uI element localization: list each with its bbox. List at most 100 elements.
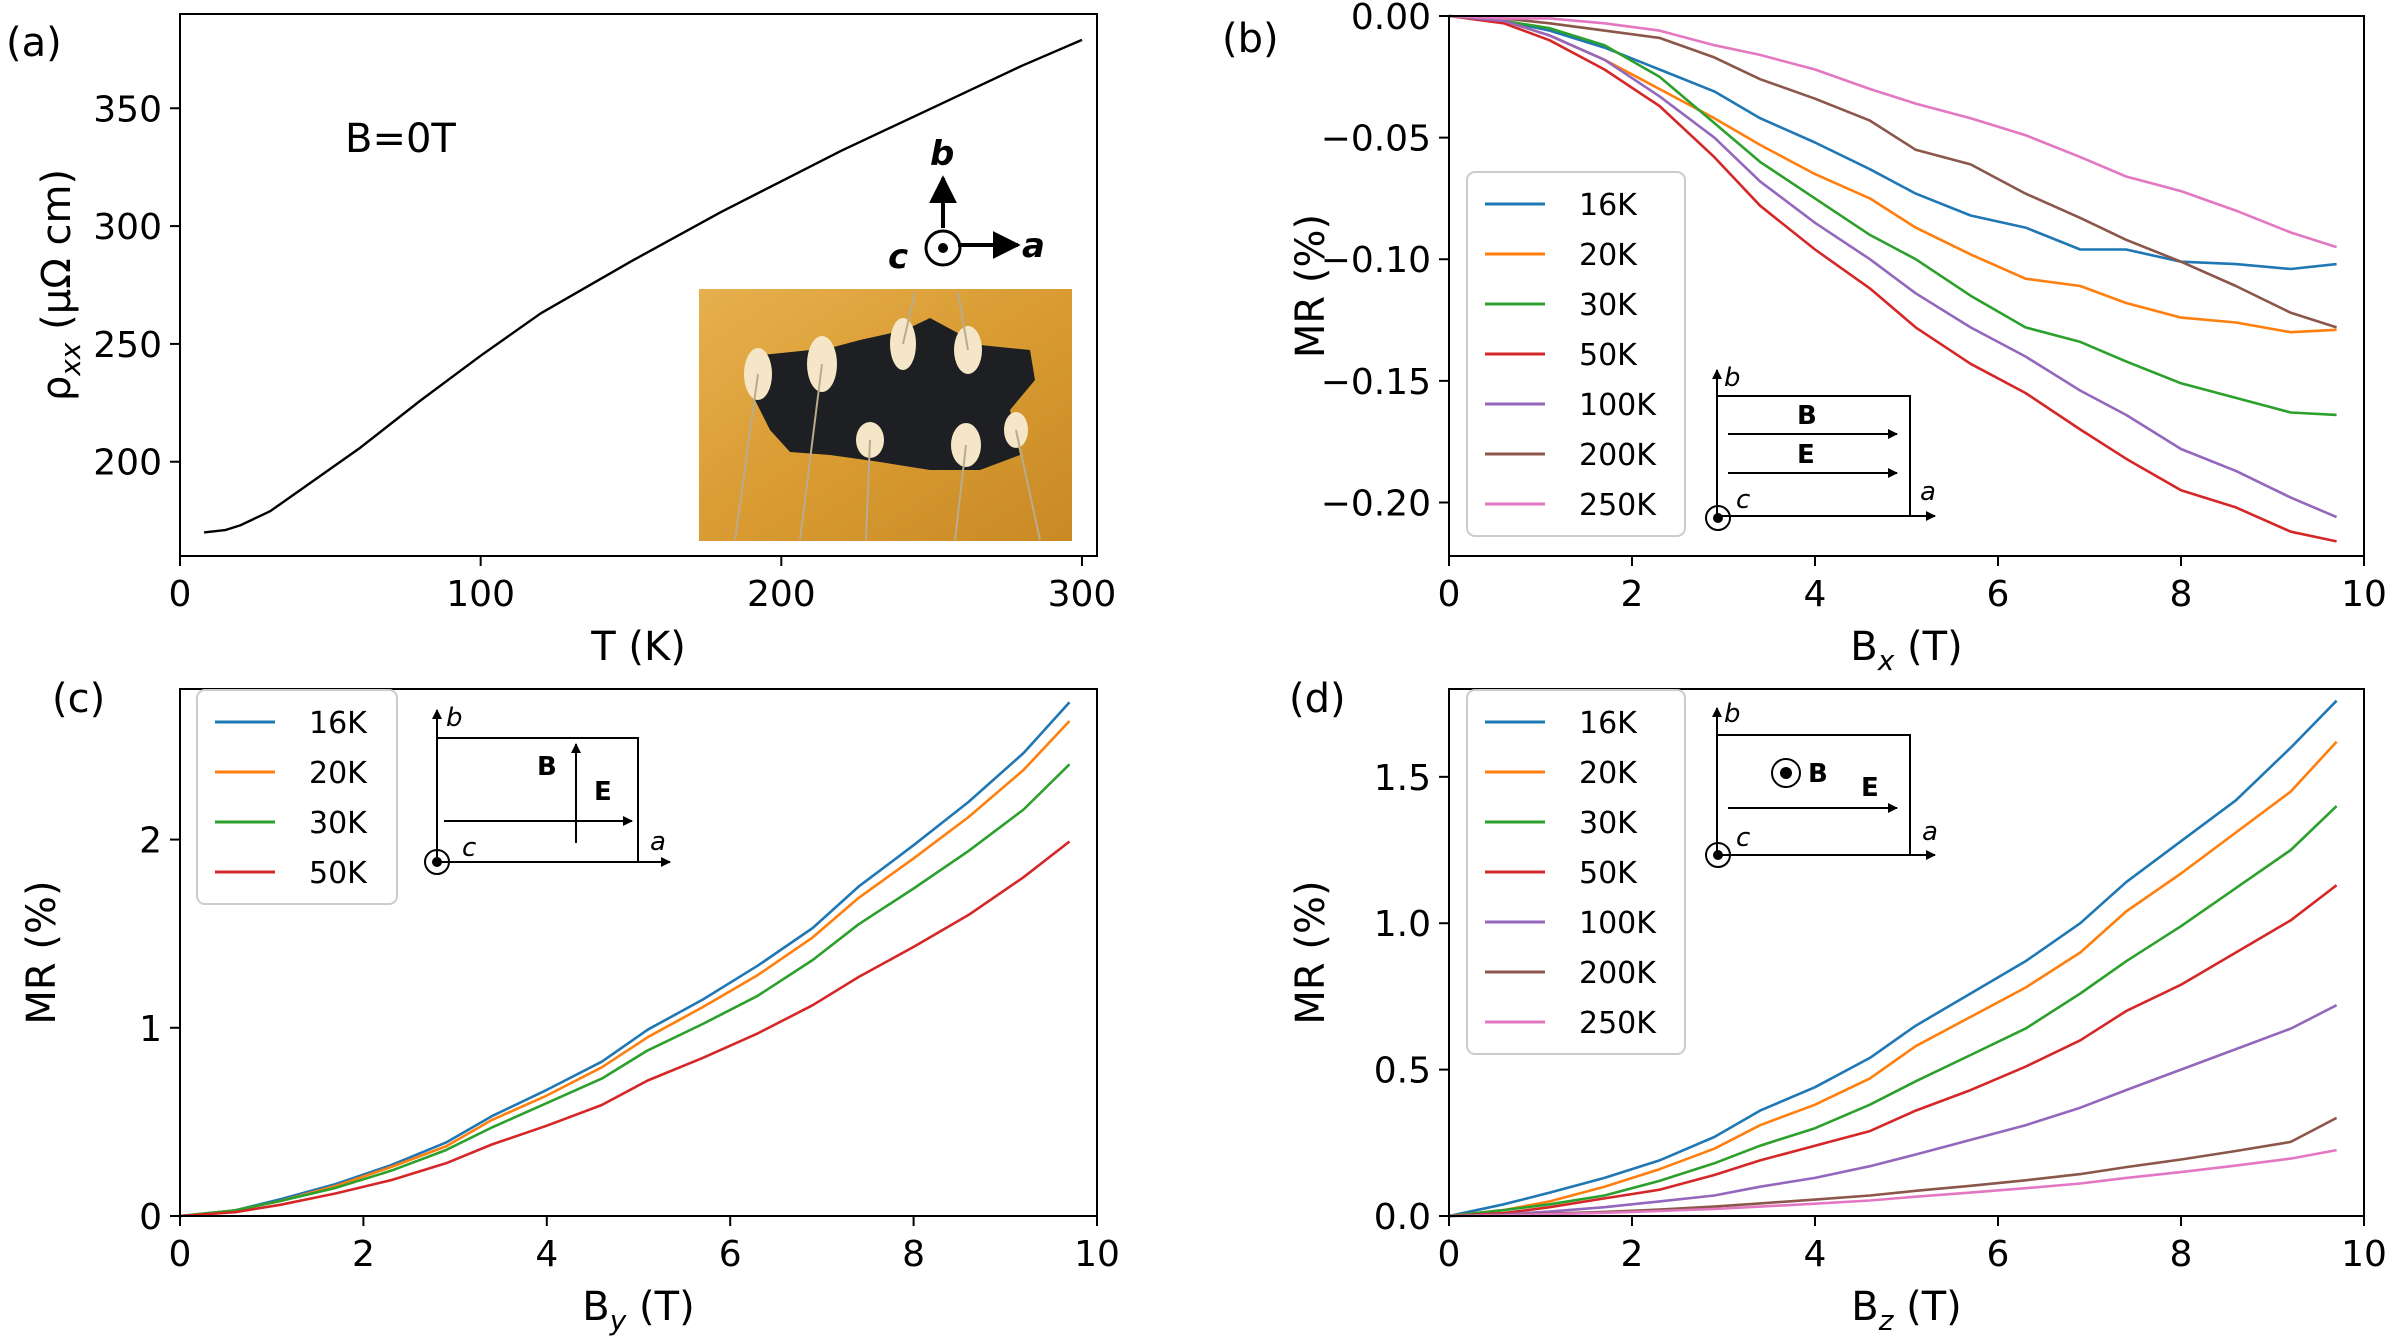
inset-d-c-label: c (1736, 823, 1750, 853)
inset-d-c-dot (1713, 850, 1723, 860)
x-tick-label: 4 (1804, 1234, 1827, 1275)
inset-d-field-dot (1780, 767, 1792, 779)
legend-box (1466, 689, 1686, 1055)
legend-entry: 50K (1579, 856, 1638, 891)
x-tick-label: 6 (1987, 1234, 2010, 1275)
panel-label: (d) (1289, 676, 1346, 722)
legend-entry: 16K (309, 706, 368, 741)
series-line-30K (179, 763, 1071, 1218)
legend-entry: 50K (1579, 338, 1638, 373)
axis-b-label: b (930, 134, 954, 174)
legend-entry: 30K (1579, 288, 1638, 323)
series-line-50K (1448, 884, 2338, 1218)
inset-d-field-circle (1771, 758, 1801, 788)
series-line-resistivity (203, 38, 1083, 534)
x-axis-label: T (K) (590, 624, 686, 670)
inset-c-b-label: b (446, 703, 463, 733)
inset-d-box (1717, 734, 1911, 855)
axis-c-dot (938, 243, 948, 253)
series-line-250K (1448, 1148, 2337, 1218)
series-line-16K (1448, 14, 2337, 271)
x-tick-label: 0 (169, 574, 192, 615)
legend-entry: 20K (1579, 756, 1638, 791)
axis-a-label: a (1022, 226, 1045, 266)
x-tick-label: 4 (535, 1234, 558, 1275)
x-tick-label: 8 (902, 1234, 925, 1275)
x-tick-label: 0 (169, 1234, 192, 1275)
series-line-50K (1448, 14, 2337, 543)
x-axis-label: By (T) (582, 1284, 694, 1337)
y-tick-label: 0.00 (1351, 0, 1431, 38)
series-line-250K (1448, 14, 2337, 249)
x-tick-label: 6 (1987, 574, 2010, 615)
legend-entry: 100K (1579, 906, 1657, 941)
inset-b-E-label: E (1797, 440, 1815, 470)
x-tick-label: 8 (2170, 574, 2193, 615)
inset-c-B-label: B (537, 752, 557, 782)
axis-c-circle (924, 229, 962, 267)
inset-b-box (1717, 395, 1911, 516)
x-tick-label: 4 (1804, 574, 1827, 615)
x-tick-label: 10 (1074, 1234, 1120, 1275)
inset-b-B-label: B (1797, 401, 1817, 431)
x-tick-label: 8 (2170, 1234, 2193, 1275)
x-tick-label: 100 (446, 574, 515, 615)
y-axis-label: MR (%) (19, 880, 65, 1024)
y-tick-label: 300 (93, 207, 162, 248)
legend-entry: 30K (1579, 806, 1638, 841)
x-tick-label: 6 (719, 1234, 742, 1275)
inset-c-c-dot (432, 857, 442, 867)
y-tick-label: 0.5 (1374, 1051, 1431, 1092)
x-tick-label: 200 (747, 574, 816, 615)
x-tick-label: 2 (1621, 1234, 1644, 1275)
x-tick-label: 10 (2341, 1234, 2387, 1275)
inset-b-c-circle (1705, 505, 1731, 531)
inset-b-c-dot (1713, 513, 1723, 523)
y-tick-label: −0.10 (1321, 240, 1431, 281)
inset-b-c-label: c (1736, 485, 1750, 515)
panel-c: 0 2 4 6 8 10 0 1 2 By (T) MR (%) (c) 16K 20K 30K 50K (19, 676, 1120, 1337)
x-tick-label: 0 (1438, 574, 1461, 615)
inset-c-a-label: a (650, 827, 666, 857)
inset-d-c-circle (1705, 842, 1731, 868)
series-line-100K (1448, 14, 2338, 519)
y-axis-label: ρxx (μΩ cm) (34, 169, 87, 401)
series-line-16K (179, 701, 1071, 1218)
legend-entry: 30K (309, 806, 368, 841)
inset-b-b-label: b (1724, 363, 1741, 393)
legend-entry: 250K (1579, 1006, 1657, 1041)
y-tick-label: −0.20 (1321, 483, 1431, 524)
inset-b-a-label: a (1920, 477, 1936, 507)
panel-label: (a) (6, 20, 62, 66)
legend-entry: 50K (309, 856, 368, 891)
inset-c-E-label: E (594, 777, 612, 807)
geometry-inset-c: b B E a c (424, 703, 671, 875)
x-tick-label: 10 (2341, 574, 2387, 615)
axis-c-label: c (888, 237, 908, 277)
inset-c-c-circle (424, 849, 450, 875)
x-tick-label: 0 (1438, 1234, 1461, 1275)
x-tick-label: 2 (352, 1234, 375, 1275)
series-line-50K (179, 840, 1071, 1218)
panel-a: 0 100 200 300 200 250 300 350 T (K) ρxx (μΩ cm) (a… (6, 13, 1117, 670)
legend-entry: 16K (1579, 188, 1638, 223)
legend-box (1466, 171, 1686, 537)
plot-frame (179, 688, 1098, 1217)
x-tick-label: 300 (1048, 574, 1117, 615)
y-tick-label: 0 (139, 1197, 162, 1238)
y-tick-label: 250 (93, 325, 162, 366)
y-tick-label: 1.5 (1374, 758, 1431, 799)
y-tick-label: 0.0 (1374, 1197, 1431, 1238)
panel-d: 0 2 4 6 8 10 0.0 0.5 1.0 1.5 Bz (T) MR (%) (d) 16K 20K… (1288, 676, 2387, 1337)
sample-photo (699, 289, 1072, 541)
y-tick-label: 1 (139, 1009, 162, 1050)
series-line-30K (1448, 14, 2337, 417)
y-tick-label: 350 (93, 89, 162, 130)
x-axis-label: Bz (T) (1851, 1284, 1962, 1337)
legend-entry: 250K (1579, 488, 1657, 523)
crystal-axes-indicator: b a c (888, 134, 1045, 277)
legend-entry: 200K (1579, 956, 1657, 991)
plot-frame (1448, 688, 2365, 1217)
series-line-20K (1448, 740, 2338, 1218)
